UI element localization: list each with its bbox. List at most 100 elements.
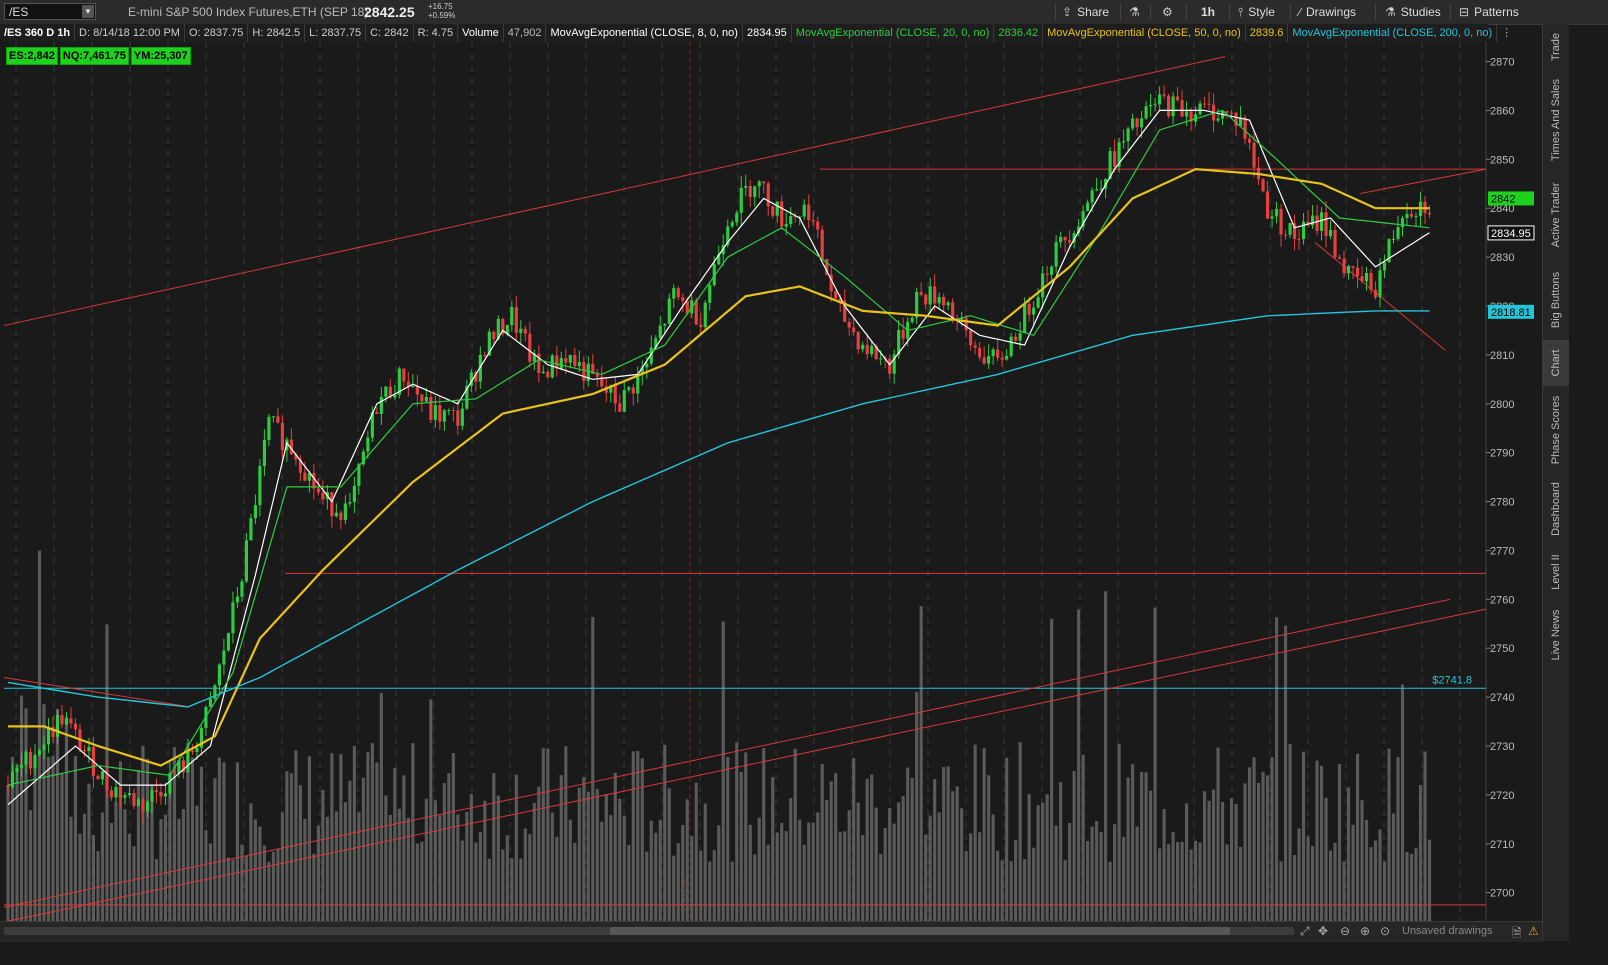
- quote-badge-nq[interactable]: NQ:7,461.75: [59, 47, 129, 65]
- ema50-label[interactable]: MovAvgExponential (CLOSE, 50, 0, no): [1043, 24, 1246, 42]
- volume-bar: [123, 809, 127, 922]
- candle-body: [744, 185, 748, 188]
- candle-body: [487, 331, 491, 356]
- volume-bar: [717, 825, 721, 922]
- ema-line-ema8: [7, 109, 1430, 806]
- volume-bar: [501, 849, 505, 922]
- volume-bar: [415, 843, 419, 922]
- quote-badge-es[interactable]: ES:2,842: [6, 47, 58, 65]
- tab-chart[interactable]: Chart: [1543, 340, 1569, 386]
- tab-dashboard[interactable]: Dashboard: [1543, 474, 1569, 544]
- settings-button[interactable]: ⚙: [1162, 3, 1178, 21]
- candle-body: [532, 353, 536, 362]
- candle-body: [1364, 273, 1369, 282]
- candle-body: [1081, 211, 1085, 227]
- ema20-label[interactable]: MovAvgExponential (CLOSE, 20, 0, no): [792, 24, 995, 42]
- symbol-dropdown-icon[interactable]: ▼: [82, 5, 94, 18]
- volume-bar: [370, 743, 374, 922]
- studies-menu-icon[interactable]: ⋮: [1501, 27, 1513, 39]
- volume-bar: [537, 786, 541, 922]
- warning-icon[interactable]: ⚠: [1528, 924, 1539, 938]
- tab-trade[interactable]: Trade: [1543, 24, 1569, 70]
- pan-icon[interactable]: ✥: [1318, 924, 1329, 938]
- studies-button[interactable]: ⚗ Studies: [1385, 3, 1441, 21]
- candle-body: [496, 318, 500, 340]
- candle-body: [37, 750, 42, 755]
- quote-badge-ym[interactable]: YM:25,307: [130, 47, 191, 65]
- volume-bar: [258, 826, 262, 922]
- volume-bar: [595, 788, 599, 922]
- candle-body: [240, 581, 244, 597]
- volume-bar: [411, 743, 415, 922]
- volume-bar: [1171, 831, 1175, 922]
- candle-body: [190, 750, 195, 752]
- tab-big-buttons[interactable]: Big Buttons: [1543, 260, 1569, 340]
- volume-bar: [541, 748, 545, 922]
- volume-bar: [1086, 840, 1090, 922]
- tab-times-and-sales[interactable]: Times And Sales: [1543, 70, 1569, 170]
- interval-button[interactable]: 1h: [1201, 3, 1215, 21]
- volume-bar: [451, 753, 455, 922]
- candle-body: [681, 297, 685, 301]
- candle-body: [1342, 258, 1346, 274]
- zoom-reset-icon[interactable]: ⊙: [1380, 924, 1391, 938]
- volume-bar: [1288, 743, 1292, 922]
- candle-body: [987, 356, 991, 364]
- candle-body: [1346, 265, 1351, 274]
- volume-bar: [1000, 860, 1004, 922]
- patterns-button[interactable]: ⊟ Patterns: [1459, 3, 1519, 21]
- volume-bar: [1382, 861, 1387, 922]
- volume-bar: [757, 817, 761, 922]
- ema8-label[interactable]: MovAvgExponential (CLOSE, 8, 0, no): [546, 24, 743, 42]
- scrollbar-thumb[interactable]: [610, 927, 1230, 935]
- candle-body: [397, 368, 401, 395]
- candle-body: [1054, 242, 1058, 267]
- volume-bar: [271, 851, 275, 922]
- tab-label: Big Buttons: [1550, 271, 1562, 329]
- candle-body: [145, 801, 150, 812]
- candle-body: [676, 288, 680, 298]
- volume-bar: [820, 763, 824, 922]
- candle-body: [928, 286, 932, 305]
- zoom-in-icon[interactable]: ⊕: [1360, 924, 1371, 938]
- flask-button[interactable]: ⚗: [1129, 3, 1145, 21]
- tab-live-news[interactable]: Live News: [1543, 600, 1569, 670]
- volume-bar: [1225, 844, 1229, 922]
- candle-body: [294, 454, 298, 460]
- candle-body: [253, 504, 257, 519]
- volume-bar: [1203, 791, 1207, 922]
- tab-level-ii[interactable]: Level II: [1543, 544, 1569, 600]
- candle-body: [105, 771, 109, 791]
- ema200-label[interactable]: MovAvgExponential (CLOSE, 200, 0, no): [1288, 24, 1498, 42]
- zoom-out-icon[interactable]: ⊖: [1340, 924, 1351, 938]
- share-button[interactable]: ⇪ Share: [1062, 3, 1109, 21]
- candle-body: [802, 204, 806, 217]
- volume-bar: [928, 815, 932, 922]
- symbol-input[interactable]: /ES ▼: [4, 3, 96, 20]
- tab-phase-scores[interactable]: Phase Scores: [1543, 386, 1569, 474]
- volume-bar: [523, 828, 527, 922]
- toolbar-divider: [1055, 4, 1056, 20]
- chart-area[interactable]: 2870286028502840283028202810280027902780…: [0, 42, 1542, 947]
- volume-bar: [55, 708, 60, 922]
- candle-body: [577, 361, 581, 367]
- candle-body: [645, 363, 649, 368]
- volume-bar: [730, 861, 734, 922]
- candle-body: [312, 473, 316, 489]
- style-button[interactable]: ⫯ Style: [1238, 3, 1275, 21]
- candle-body: [1360, 276, 1364, 282]
- candle-body: [510, 307, 514, 326]
- expand-icon[interactable]: ⤢: [1300, 924, 1310, 938]
- candle-body: [861, 344, 865, 350]
- price-chart[interactable]: 2870286028502840283028202810280027902780…: [0, 42, 1542, 947]
- candle-body: [235, 596, 239, 603]
- bar-open: O: 2837.75: [185, 24, 249, 42]
- tab-active-trader[interactable]: Active Trader: [1543, 170, 1569, 260]
- volume-bar: [100, 812, 105, 922]
- volume-bar: [721, 621, 725, 922]
- volume-bar: [244, 855, 248, 922]
- volume-bar: [658, 819, 662, 922]
- candle-body: [1117, 142, 1121, 167]
- save-icon[interactable]: 🗎: [1512, 926, 1522, 940]
- drawings-button[interactable]: ∕ Drawings: [1299, 3, 1356, 21]
